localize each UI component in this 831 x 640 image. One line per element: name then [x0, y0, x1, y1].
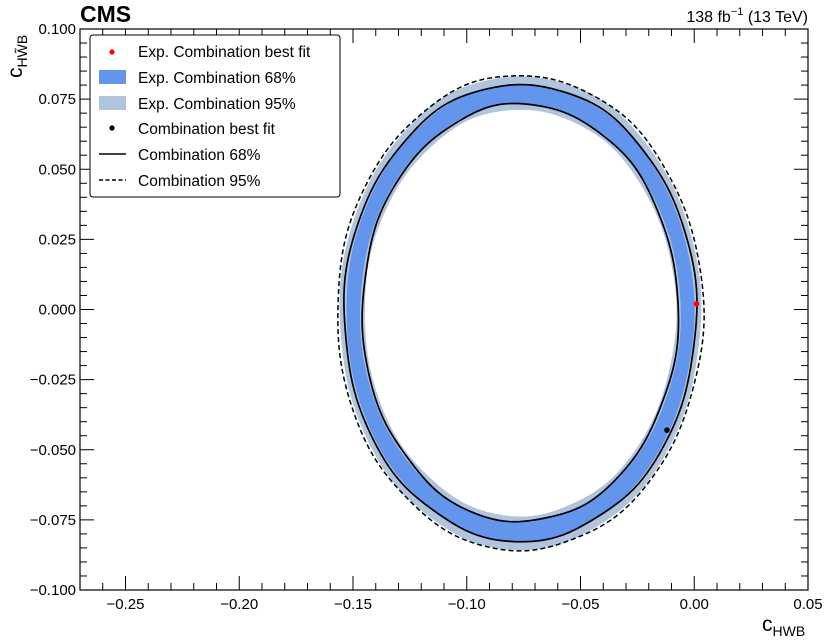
luminosity-label: 138 fb−1 (13 TeV): [686, 6, 808, 26]
legend-label-exp-68: Exp. Combination 68%: [138, 70, 296, 87]
legend-swatch-obs-best-fit: [109, 125, 115, 131]
x-tick-label: −0.10: [448, 596, 486, 613]
exp-95-band: [339, 76, 702, 551]
x-tick-label: −0.15: [334, 596, 372, 613]
x-tick-label: −0.20: [220, 596, 258, 613]
experiment-label: CMS: [80, 1, 131, 27]
y-tick-label: 0.050: [38, 161, 76, 178]
exp-68-ring: [346, 84, 695, 542]
x-tick-label: −0.25: [107, 596, 145, 613]
luminosity-value: 138 fb: [686, 9, 731, 26]
y-axis-label-sub: HW̃B: [14, 35, 30, 68]
y-tick-label: −0.025: [30, 372, 76, 389]
exp-95-ring: [339, 76, 702, 551]
x-axis-label: cHWB: [762, 613, 805, 639]
legend-box: [89, 34, 341, 198]
legend-label-obs-95: Combination 95%: [138, 173, 261, 190]
y-axis-label: cHW̃B: [4, 35, 30, 78]
x-tick-label: 0.05: [793, 596, 822, 613]
legend: Exp. Combination best fit Exp. Combinati…: [89, 34, 341, 198]
y-tick-label: −0.075: [30, 512, 76, 529]
y-tick-label: −0.050: [30, 442, 76, 459]
legend-label-obs-68: Combination 68%: [138, 147, 261, 164]
obs-68-inner-contour: [361, 102, 680, 523]
y-tick-label: 0.025: [38, 231, 76, 248]
legend-swatch-exp-95: [99, 96, 126, 110]
x-axis-label-sub: HWB: [773, 623, 806, 639]
obs-95-contour: [337, 74, 705, 552]
y-tick-label: 0.075: [38, 91, 76, 108]
legend-label-obs-best-fit: Combination best fit: [138, 121, 276, 138]
legend-label-exp-best-fit: Exp. Combination best fit: [138, 44, 311, 61]
best-fit-points: [664, 301, 700, 433]
obs-best-fit-point: [664, 427, 670, 433]
y-tick-label: 0.100: [38, 21, 76, 38]
x-tick-label: −0.05: [562, 596, 600, 613]
luminosity-exponent: −1: [731, 6, 744, 18]
legend-label-exp-95: Exp. Combination 95%: [138, 96, 296, 113]
x-axis-label-main: c: [762, 613, 773, 636]
y-tick-label: −0.100: [30, 582, 76, 599]
legend-swatch-exp-best-fit: [109, 49, 115, 55]
exp-best-fit-point: [693, 301, 700, 307]
y-axis-label-main: c: [4, 68, 27, 79]
exp-68-band: [346, 84, 695, 542]
obs-68-outer-contour: [343, 83, 698, 543]
observed-contours: [337, 74, 705, 552]
x-tick-label: 0.00: [680, 596, 709, 613]
legend-swatch-exp-68: [99, 70, 126, 84]
y-axis-ticks: −0.100 −0.075 −0.050 −0.025 0.000 0.025 0.050 0…: [30, 21, 808, 599]
y-tick-label: 0.000: [38, 302, 76, 319]
energy-label: (13 TeV): [748, 9, 808, 26]
